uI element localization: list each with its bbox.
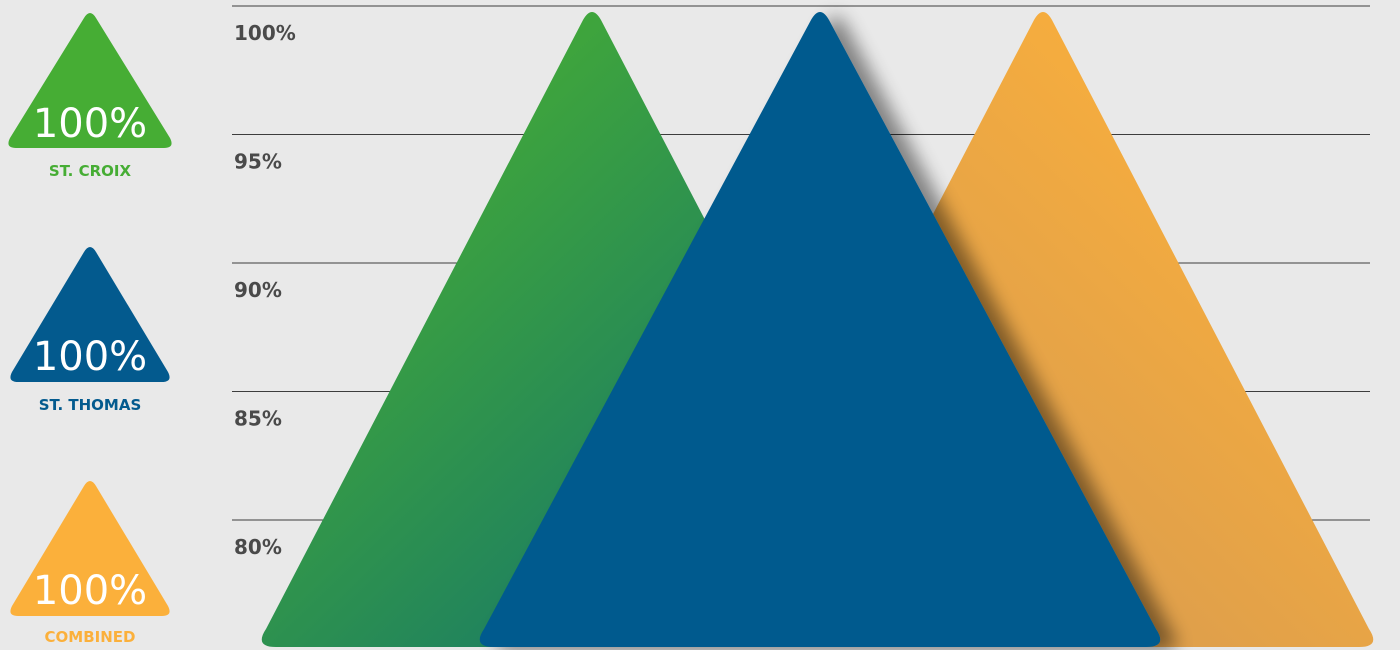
legend-item-st-croix: 100% ST. CROIX: [8, 13, 172, 180]
legend-label: ST. THOMAS: [39, 396, 142, 414]
series-marks: [261, 12, 1374, 647]
legend-label: ST. CROIX: [49, 162, 132, 180]
series-triangle-st-thomas: [479, 12, 1161, 647]
legend-value: 100%: [33, 334, 147, 380]
legend-value: 100%: [33, 568, 147, 614]
legend-label: COMBINED: [45, 628, 136, 646]
triangle-icon: [8, 13, 172, 148]
y-tick-label: 90%: [234, 278, 282, 302]
y-tick-label: 85%: [234, 407, 282, 431]
triangle-icon: [10, 247, 170, 382]
y-tick-label: 100%: [234, 21, 296, 45]
legend: 100% ST. CROIX 100% ST. THOMAS 100% COMB…: [8, 13, 172, 646]
legend-item-st-thomas: 100% ST. THOMAS: [10, 247, 170, 414]
legend-item-combined: 100% COMBINED: [10, 481, 170, 646]
triangle-icon: [10, 481, 170, 616]
y-tick-label: 80%: [234, 535, 282, 559]
y-tick-label: 95%: [234, 150, 282, 174]
y-axis: 100% 95% 90% 85% 80%: [234, 21, 296, 559]
legend-value: 100%: [33, 101, 147, 147]
